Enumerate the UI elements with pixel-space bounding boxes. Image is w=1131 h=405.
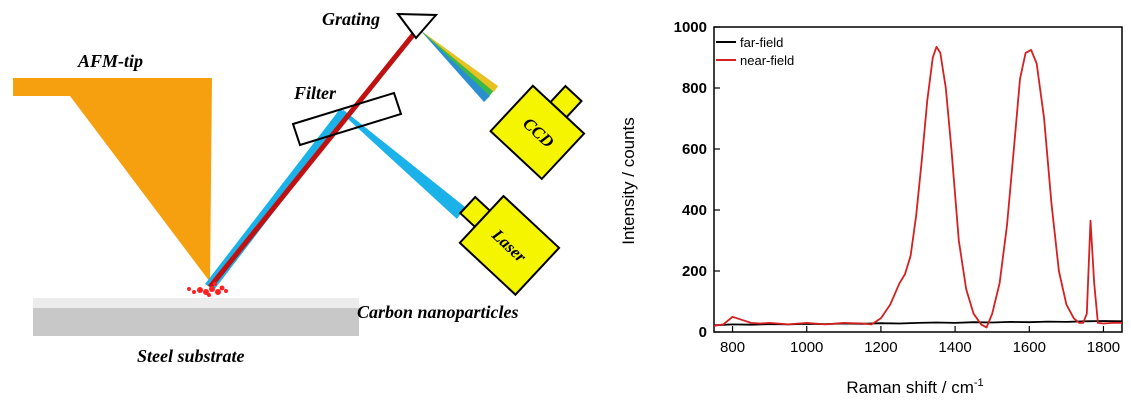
steel-substrate: [33, 308, 359, 336]
nanoparticle-layer: [33, 298, 359, 308]
carbon-nanoparticles: [187, 282, 228, 297]
x-tick-label: 1400: [938, 339, 971, 356]
chart-svg: 800 1000 1200 1400 1600 1800 0 200 400 600 800 1000…: [619, 19, 1123, 397]
laser-beam-source: [341, 108, 465, 219]
afm-tip-label: AFM-tip: [77, 51, 143, 71]
dispersed-spectrum-blue: [420, 30, 490, 102]
y-tick-label: 400: [682, 202, 707, 219]
afm-tip: [13, 78, 212, 282]
ters-setup-diagram: CCD Laser AFM-tip Grating Filter Carbon …: [13, 9, 586, 366]
legend-label-far-field: far-field: [740, 35, 783, 50]
y-tick-label: 800: [682, 80, 707, 97]
x-axis-label-superscript: -1: [974, 377, 984, 389]
y-tick-label: 200: [682, 263, 707, 280]
substrate-label: Steel substrate: [137, 346, 245, 366]
raman-beam: [208, 28, 419, 289]
filter-label: Filter: [293, 83, 337, 103]
x-axis-label-text: Raman shift / cm: [846, 378, 974, 397]
x-tick-label: 800: [720, 339, 745, 356]
nanoparticles-label: Carbon nanoparticles: [357, 302, 519, 322]
grating: [395, 12, 439, 40]
dispersed-spectrum-yellow: [420, 30, 498, 92]
y-axis-label: Intensity / counts: [619, 117, 638, 245]
x-tick-label: 1000: [790, 339, 823, 356]
ccd-detector: CCD: [489, 84, 586, 181]
x-tick-label: 1200: [864, 339, 897, 356]
diagram-svg: CCD Laser AFM-tip Grating Filter Carbon …: [13, 9, 586, 366]
series-layer: [713, 45, 1123, 329]
plot-border: [713, 26, 1123, 333]
y-tick-label: 600: [682, 141, 707, 158]
legend-label-near-field: near-field: [740, 53, 794, 68]
x-tick-label: 1600: [1013, 339, 1046, 356]
laser-source: Laser: [458, 194, 561, 297]
laser-beam-incident: [205, 109, 348, 290]
plot-area: [713, 26, 1123, 333]
series-line-near-field: [713, 45, 1122, 329]
x-tick-label: 1800: [1087, 339, 1120, 356]
x-axis-label: Raman shift / cm-1: [846, 377, 983, 397]
legend: far-field near-field: [716, 35, 794, 68]
filter: [291, 91, 403, 147]
axis-ticks: 800 1000 1200 1400 1600 1800 0 200 400 600 800 1000: [674, 19, 1121, 356]
grating-label: Grating: [322, 9, 380, 29]
dispersed-spectrum: [420, 30, 496, 100]
y-tick-label: 0: [699, 324, 707, 341]
y-tick-label: 1000: [674, 19, 707, 36]
raman-spectrum-chart: 800 1000 1200 1400 1600 1800 0 200 400 600 800 1000…: [610, 0, 1131, 400]
